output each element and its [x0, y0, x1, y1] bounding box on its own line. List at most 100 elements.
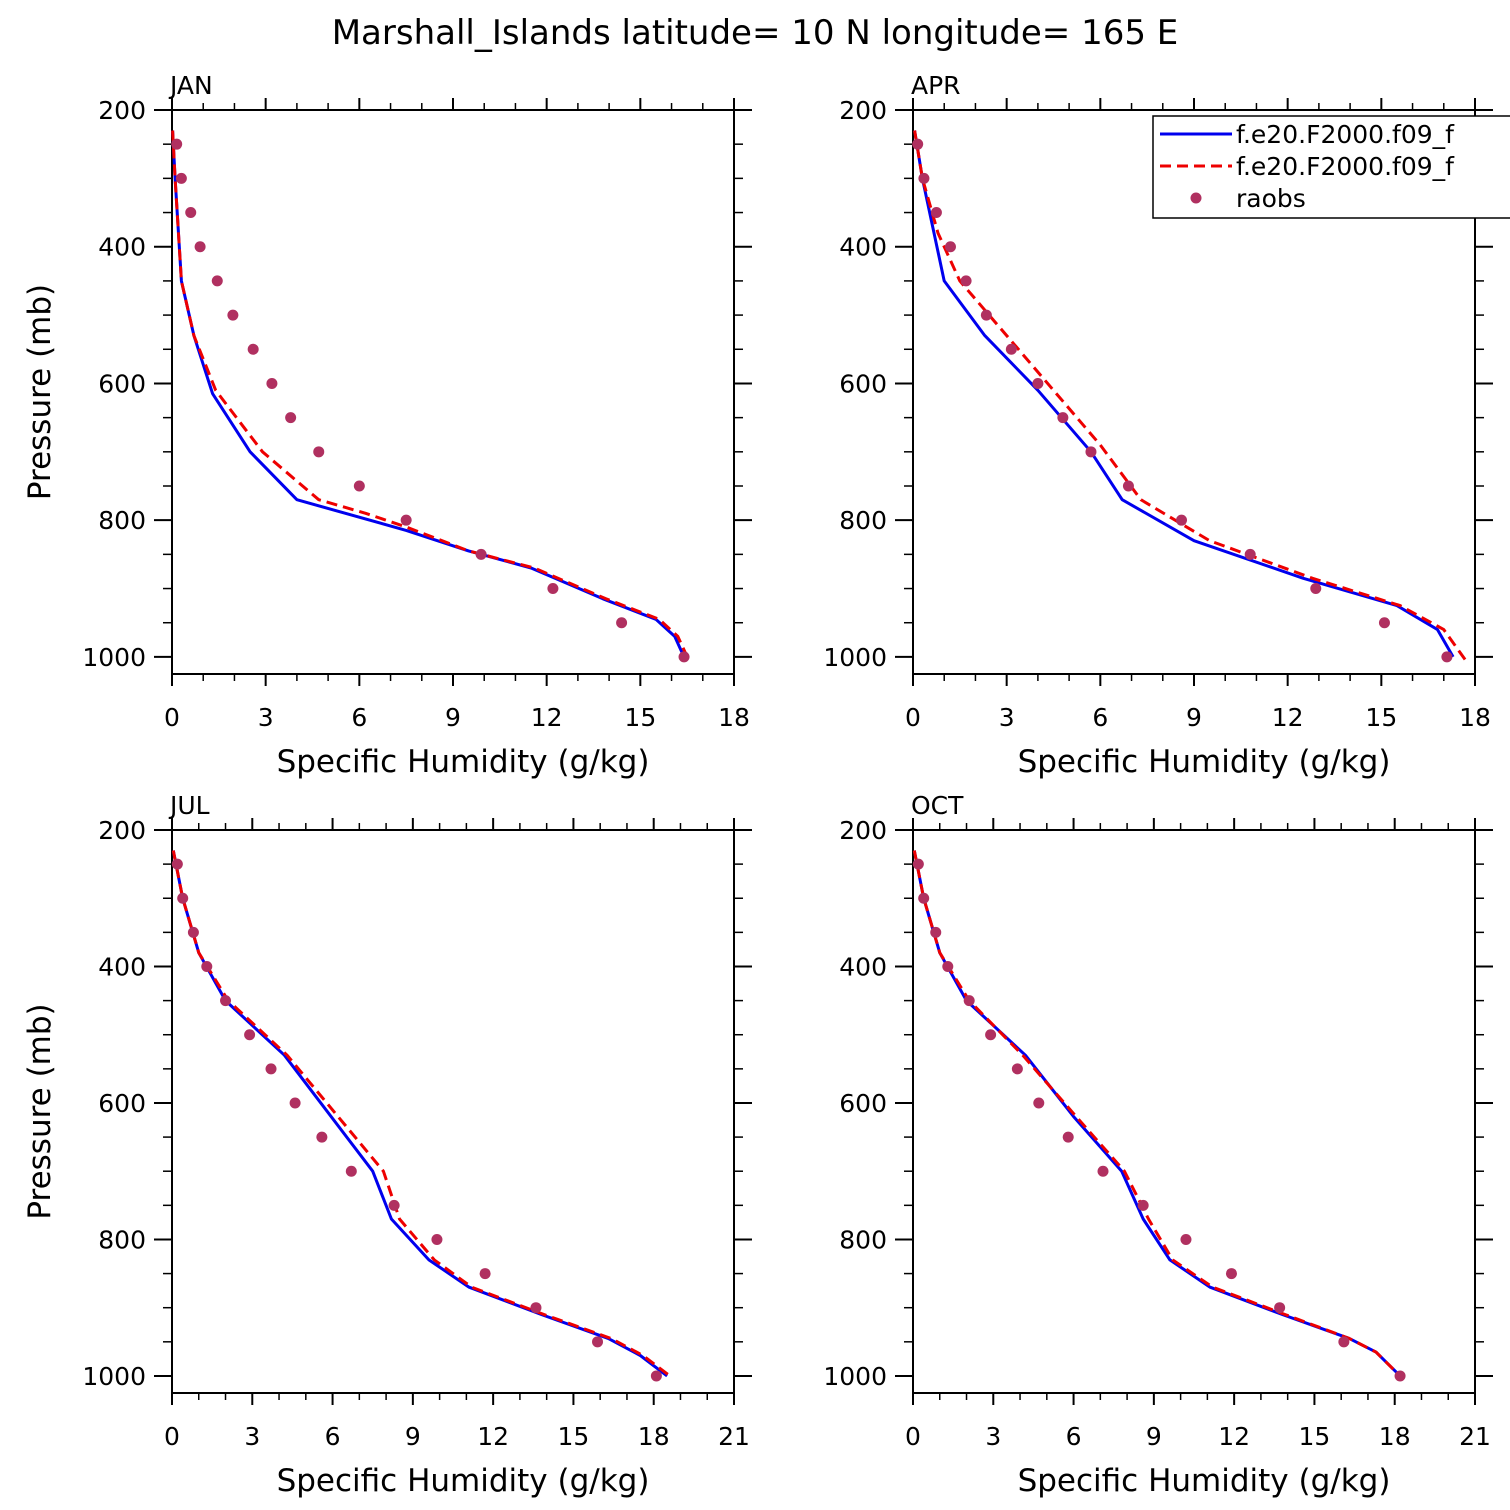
data-point-raobs	[194, 241, 206, 253]
data-point-raobs	[247, 343, 259, 355]
data-point-raobs	[1394, 1370, 1406, 1382]
data-point-raobs	[547, 583, 559, 595]
data-point-raobs	[266, 377, 278, 389]
data-point-raobs	[1005, 343, 1017, 355]
legend-label-model2: f.e20.F2000.f09_f	[1236, 152, 1455, 181]
y-tick-label: 600	[839, 369, 887, 398]
data-point-raobs	[1310, 583, 1322, 595]
panel-oct: OCT 0 3 6 9 12 15 18 21 200 400 600 800 1000 Specific …	[823, 791, 1493, 1499]
y-tick-label: 200	[98, 816, 146, 845]
x-tick-label: 6	[1066, 1422, 1082, 1451]
y-tick-label: 600	[98, 1089, 146, 1118]
data-point-raobs	[1032, 377, 1044, 389]
data-point-raobs	[265, 1063, 277, 1075]
data-point-raobs	[1225, 1268, 1237, 1280]
panel-label: JAN	[168, 71, 213, 100]
panel-label: OCT	[911, 791, 964, 820]
data-point-raobs	[963, 995, 975, 1007]
x-tick-label: 18	[638, 1422, 670, 1451]
panel-jul: JUL 0 3 6 9 12 15 18 21 200 400 600 800 1000 Specific …	[22, 791, 752, 1499]
data-point-raobs	[1062, 1131, 1074, 1143]
data-point-raobs	[431, 1233, 443, 1245]
data-point-raobs	[220, 995, 232, 1007]
data-point-raobs	[479, 1268, 491, 1280]
data-point-raobs	[1057, 412, 1069, 424]
data-point-raobs	[960, 275, 972, 287]
y-tick-label: 200	[839, 816, 887, 845]
x-axis-label: Specific Humidity (g/kg)	[1018, 744, 1391, 780]
x-tick-label: 0	[905, 703, 921, 732]
x-tick-label: 15	[1365, 703, 1397, 732]
y-tick-label: 600	[839, 1089, 887, 1118]
x-tick-label: 12	[1218, 1422, 1250, 1451]
data-point-raobs	[530, 1302, 542, 1314]
data-point-raobs	[227, 309, 239, 321]
x-tick-label: 18	[718, 703, 750, 732]
x-axis-label: Specific Humidity (g/kg)	[1018, 1463, 1391, 1499]
panel-apr: APR 0 3 6 9 12 15 18 200 400 600 800 1000 Specific Hu…	[823, 71, 1493, 780]
series-line-model2	[171, 850, 671, 1378]
data-point-raobs	[1338, 1336, 1350, 1348]
data-point-raobs	[185, 207, 197, 219]
plot-frame	[171, 829, 735, 1394]
x-tick-label: 0	[164, 703, 180, 732]
data-point-raobs	[942, 960, 954, 972]
series-line-model2	[171, 130, 689, 658]
x-tick-label: 9	[405, 1422, 421, 1451]
series-line-model1	[171, 130, 686, 658]
data-point-raobs	[1244, 548, 1256, 560]
data-point-raobs	[918, 892, 930, 904]
y-tick-label: 600	[98, 369, 146, 398]
x-tick-label: 9	[445, 703, 461, 732]
data-point-raobs	[171, 858, 183, 870]
x-tick-label: 12	[1272, 703, 1304, 732]
data-point-raobs	[592, 1336, 604, 1348]
data-point-raobs	[175, 172, 187, 184]
y-tick-label: 1000	[82, 1362, 146, 1391]
data-point-raobs	[1122, 480, 1134, 492]
data-point-raobs	[285, 412, 297, 424]
y-tick-label: 400	[839, 952, 887, 981]
data-point-raobs	[177, 892, 189, 904]
series-line-model1	[913, 130, 1455, 658]
data-point-raobs	[1441, 651, 1453, 663]
data-point-raobs	[912, 858, 924, 870]
y-axis-label: Pressure (mb)	[22, 1003, 58, 1219]
plot-frame	[912, 829, 1476, 1394]
x-tick-label: 15	[1299, 1422, 1331, 1451]
legend-marker-raobs	[1190, 192, 1202, 204]
x-tick-label: 3	[244, 1422, 260, 1451]
legend-label-model1: f.e20.F2000.f09_f	[1236, 120, 1455, 149]
x-axis-label: Specific Humidity (g/kg)	[277, 1463, 650, 1499]
data-point-raobs	[345, 1165, 357, 1177]
x-tick-label: 0	[164, 1422, 180, 1451]
series-line-model1	[171, 850, 669, 1378]
y-tick-label: 400	[839, 233, 887, 262]
x-tick-label: 18	[1379, 1422, 1411, 1451]
y-tick-label: 400	[98, 952, 146, 981]
data-point-raobs	[187, 926, 199, 938]
y-tick-label: 800	[839, 1225, 887, 1254]
x-tick-label: 0	[905, 1422, 921, 1451]
x-tick-label: 12	[477, 1422, 509, 1451]
x-tick-label: 21	[718, 1422, 750, 1451]
y-tick-label: 400	[98, 233, 146, 262]
data-point-raobs	[1176, 514, 1188, 526]
series-line-model1	[912, 850, 1402, 1377]
y-tick-label: 800	[839, 506, 887, 535]
x-tick-label: 3	[258, 703, 274, 732]
legend-label-raobs: raobs	[1236, 184, 1306, 213]
x-tick-label: 9	[1186, 703, 1202, 732]
data-point-raobs	[912, 138, 924, 150]
x-tick-label: 9	[1146, 1422, 1162, 1451]
data-point-raobs	[171, 138, 183, 150]
panels-group: JAN 0 3 6 9 12 15 18 200 400 600 800 1000 Specific Hu…	[22, 71, 1493, 1499]
panel-label: JUL	[168, 791, 210, 820]
y-tick-label: 1000	[82, 643, 146, 672]
data-point-raobs	[1085, 446, 1097, 458]
x-tick-label: 3	[999, 703, 1015, 732]
x-axis-label: Specific Humidity (g/kg)	[277, 744, 650, 780]
plot-frame	[171, 109, 735, 675]
data-point-raobs	[678, 651, 690, 663]
y-axis-label: Pressure (mb)	[22, 284, 58, 500]
